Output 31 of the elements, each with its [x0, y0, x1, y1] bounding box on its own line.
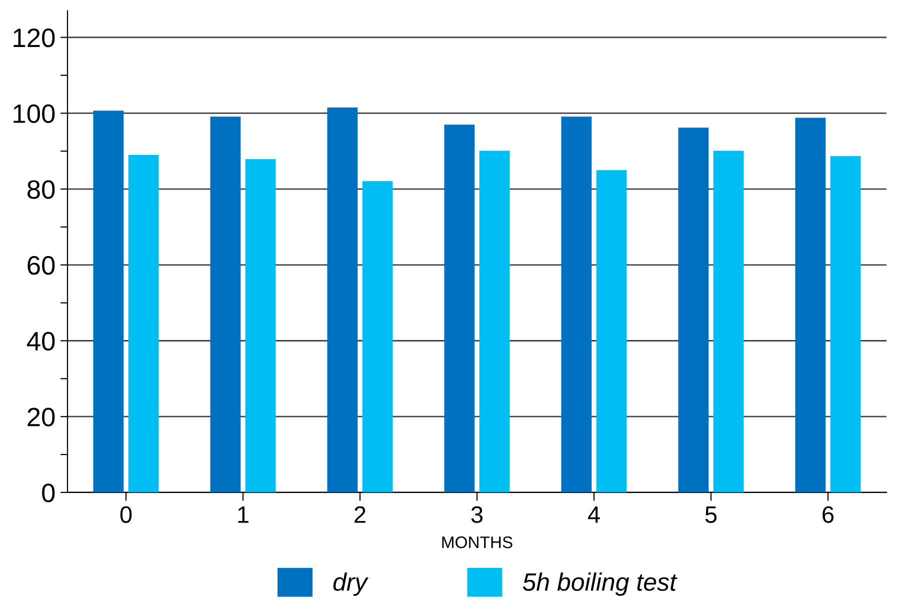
- bar: [362, 181, 393, 492]
- y-tick-label: 80: [27, 180, 55, 199]
- x-tick-label: 0: [120, 506, 132, 523]
- bar: [830, 156, 861, 492]
- y-tick-label: 0: [42, 484, 55, 502]
- x-tick-label: 1: [238, 506, 248, 523]
- y-tick-label: 20: [28, 408, 55, 426]
- x-tick-label: 6: [822, 506, 834, 523]
- bar: [245, 159, 276, 492]
- x-tick-label: 2: [354, 506, 366, 523]
- y-tick-label: 40: [26, 332, 55, 351]
- bar: [561, 116, 592, 492]
- x-axis-title: MONTHS: [442, 536, 512, 548]
- x-tick-label: 4: [588, 506, 600, 523]
- bar: [327, 108, 358, 492]
- bar: [713, 150, 744, 492]
- legend-label: dry: [333, 572, 368, 596]
- y-tick-label: 120: [14, 28, 55, 48]
- bar: [444, 124, 475, 492]
- bar: [596, 170, 627, 492]
- bar: [210, 116, 241, 492]
- bar: [795, 118, 826, 492]
- legend-label: 5h boiling test: [522, 572, 678, 596]
- bar: [678, 128, 709, 492]
- y-tick-label: 100: [14, 104, 55, 124]
- y-tick-label: 60: [28, 256, 55, 275]
- x-tick-label: 5: [705, 506, 717, 523]
- bar: [479, 150, 510, 492]
- bar: [128, 154, 159, 492]
- bar: [93, 110, 124, 492]
- x-tick-label: 3: [471, 506, 483, 523]
